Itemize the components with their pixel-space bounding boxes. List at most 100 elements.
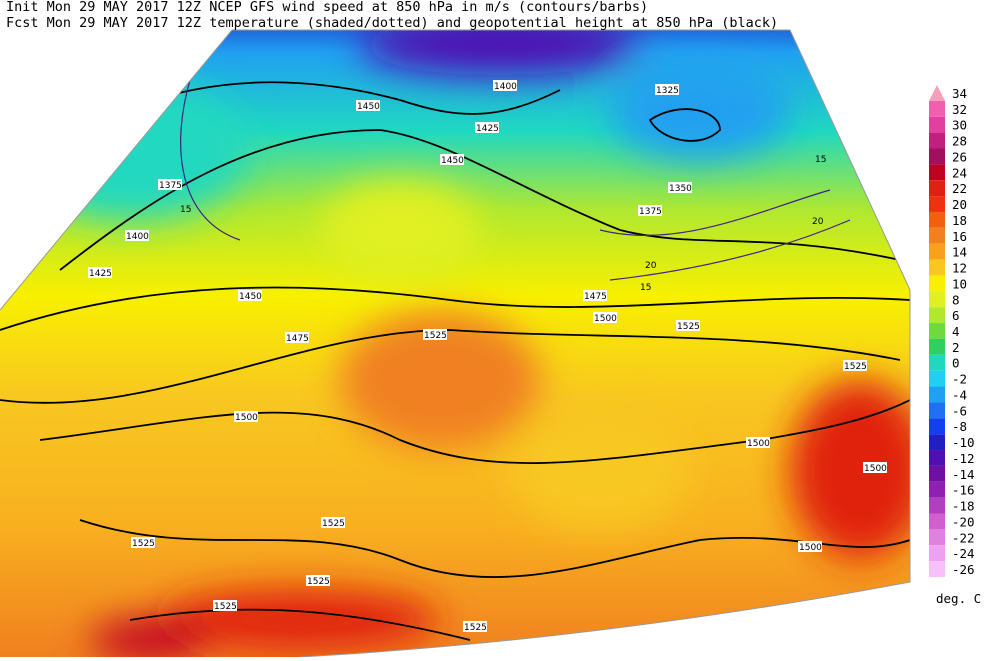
colorbar-label: 20 [952, 197, 967, 212]
colorbar-label: -6 [952, 403, 967, 418]
colorbar-label: -12 [952, 451, 975, 466]
height-label: 1400 [494, 82, 517, 92]
colorbar-swatch [929, 243, 945, 260]
colorbar-swatch [929, 370, 945, 387]
height-label: 1375 [639, 207, 662, 217]
colorbar-label: -16 [952, 483, 975, 498]
height-label-bg [125, 230, 149, 241]
height-label-bg [475, 122, 499, 133]
colorbar-label: 8 [952, 292, 960, 307]
colorbar-swatch [929, 434, 945, 451]
height-label: 1525 [322, 519, 345, 529]
height-label-bg [234, 411, 258, 422]
colorbar-label: -24 [952, 546, 975, 561]
colorbar-swatch [929, 148, 945, 165]
colorbar-label: 28 [952, 134, 967, 149]
colorbar-label: -18 [952, 499, 975, 514]
height-label-bg [321, 517, 345, 528]
colorbar-swatch [929, 211, 945, 228]
colorbar-swatch [929, 481, 945, 498]
height-label-bg [676, 320, 700, 331]
height-label: 1525 [464, 623, 487, 633]
colorbar-label: -20 [952, 514, 975, 529]
height-label: 1450 [357, 102, 380, 112]
height-label-bg [306, 575, 330, 586]
height-label-bg [655, 84, 679, 95]
colorbar-swatch [929, 259, 945, 276]
height-label: 1525 [307, 577, 330, 587]
wind-contours [180, 79, 851, 281]
height-label: 1375 [159, 181, 182, 191]
height-label: 1450 [239, 292, 262, 302]
colorbar-label: 30 [952, 118, 967, 133]
colorbar-swatch [929, 164, 945, 181]
colorbar-label: 22 [952, 181, 967, 196]
colorbar-label: 10 [952, 276, 967, 291]
colorbar-label: -10 [952, 435, 975, 450]
height-label: 1475 [584, 292, 607, 302]
colorbar-label: 26 [952, 149, 967, 164]
colorbar-label: 16 [952, 229, 967, 244]
colorbar-swatch [929, 100, 945, 117]
colorbar-label: -8 [952, 419, 967, 434]
height-label-bg [131, 537, 155, 548]
colorbar-swatch [929, 529, 945, 546]
height-label-bg [493, 80, 517, 91]
wind-label: 20 [645, 261, 657, 271]
height-label-bg [423, 329, 447, 340]
height-label-bg [88, 267, 112, 278]
height-label: 1525 [844, 362, 867, 372]
colorbar-label: -22 [952, 530, 975, 545]
height-label: 1500 [594, 314, 617, 324]
height-label-bg [463, 621, 487, 632]
colorbar-swatch [929, 418, 945, 435]
height-label-bg [583, 290, 607, 301]
height-label-bg [356, 100, 380, 111]
colorbar-swatch [929, 450, 945, 466]
height-label-bg [843, 360, 867, 371]
height-label: 1500 [747, 439, 770, 449]
wind-label: 15 [180, 205, 191, 215]
height-label: 1500 [864, 464, 887, 474]
colorbar-swatch [929, 180, 945, 197]
colorbar-swatch [929, 402, 945, 419]
colorbar-label: -14 [952, 467, 975, 482]
colorbar-label: 6 [952, 308, 960, 323]
height-label-bg [863, 462, 887, 473]
colorbar-swatch [929, 465, 945, 482]
height-label: 1325 [656, 86, 679, 96]
height-label-bg [158, 179, 182, 190]
map-border [0, 29, 911, 658]
colorbar-swatch [929, 116, 945, 133]
colorbar-swatch [929, 323, 945, 339]
colorbar-label: 34 [952, 86, 967, 101]
init-line: Init Mon 29 MAY 2017 12Z NCEP GFS wind s… [6, 0, 648, 15]
colorbar-label: 18 [952, 213, 967, 228]
height-label: 1525 [214, 602, 237, 612]
colorbar-swatch [929, 497, 945, 514]
colorbar-swatch [929, 227, 945, 244]
wind-label: 15 [815, 155, 826, 165]
colorbar-swatch [929, 307, 945, 324]
height-label: 1425 [476, 124, 499, 134]
height-label: 1525 [132, 539, 155, 549]
colorbar-swatch [929, 275, 945, 292]
height-label-bg [798, 541, 822, 552]
height-label-bg [440, 154, 464, 165]
colorbar-label: 4 [952, 324, 960, 339]
map-area [0, 30, 910, 657]
height-label: 1400 [126, 232, 149, 242]
wind-label: 20 [812, 217, 824, 227]
height-label-bg [593, 312, 617, 323]
colorbar-label: 14 [952, 245, 967, 260]
colorbar-label: -26 [952, 562, 975, 577]
height-label-bg [238, 290, 262, 301]
height-label: 1450 [441, 156, 464, 166]
colorbar-swatch [929, 386, 945, 403]
wind-label: 15 [640, 283, 651, 293]
colorbar-label: -2 [952, 372, 967, 387]
height-label: 1350 [669, 184, 692, 194]
height-label: 1525 [677, 322, 700, 332]
height-label-bg [668, 182, 692, 193]
